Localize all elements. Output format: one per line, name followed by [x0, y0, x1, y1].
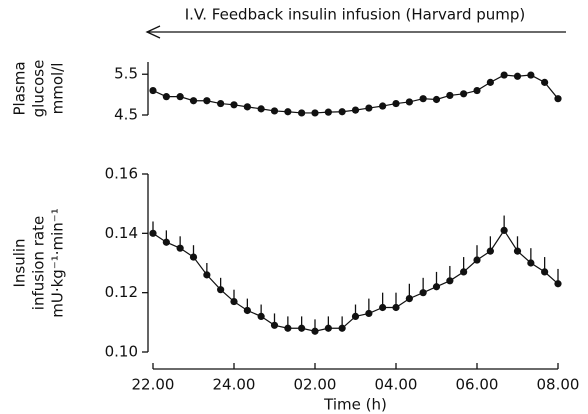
- data-point: [257, 312, 265, 320]
- data-point: [419, 95, 427, 103]
- y-tick-label: 5.5: [114, 65, 138, 83]
- x-tick-label: 24.00: [213, 376, 256, 394]
- data-point: [217, 99, 225, 108]
- y-tick-label: 0.16: [105, 165, 138, 183]
- data-point: [243, 306, 251, 315]
- data-point: [460, 268, 468, 276]
- y-axis-label: mmol/l: [49, 63, 67, 115]
- data-point: [149, 86, 157, 95]
- y-axis-label: infusion rate: [30, 216, 48, 310]
- data-point: [243, 103, 251, 111]
- data-point: [405, 295, 413, 303]
- y-axis-label: Plasma: [11, 61, 29, 115]
- data-point: [230, 297, 238, 306]
- data-point: [162, 93, 170, 101]
- data-point: [432, 95, 441, 104]
- data-point: [541, 268, 549, 276]
- data-point: [284, 108, 292, 116]
- x-tick-label: 22.00: [132, 376, 175, 394]
- x-tick-label: 02.00: [294, 376, 337, 394]
- data-point: [257, 105, 265, 113]
- data-point: [189, 97, 198, 105]
- data-point: [324, 108, 332, 116]
- data-point: [446, 91, 454, 100]
- y-axis-label: Insulin: [11, 238, 29, 287]
- data-point: [298, 324, 306, 332]
- data-point: [513, 72, 522, 80]
- y-tick-label: 0.10: [105, 343, 138, 361]
- data-point: [351, 106, 360, 114]
- data-point: [311, 109, 319, 117]
- data-point: [527, 71, 535, 79]
- data-point: [379, 102, 387, 110]
- data-point: [486, 247, 494, 255]
- y-tick-label: 0.12: [105, 283, 138, 301]
- data-point: [460, 90, 468, 98]
- data-point: [203, 271, 211, 279]
- data-point: [513, 247, 522, 255]
- data-point: [230, 101, 238, 109]
- data-point: [270, 321, 279, 329]
- data-point: [338, 324, 346, 332]
- data-point: [473, 86, 481, 95]
- data-point: [351, 312, 360, 320]
- data-point: [500, 71, 508, 79]
- data-point: [298, 109, 306, 117]
- data-point: [379, 303, 387, 312]
- data-point: [284, 324, 292, 332]
- data-point: [486, 78, 494, 86]
- data-point: [176, 93, 184, 101]
- data-point: [311, 327, 319, 335]
- data-point: [217, 286, 225, 294]
- data-point: [554, 280, 562, 288]
- data-point: [392, 303, 400, 312]
- data-point: [203, 97, 211, 105]
- data-point: [324, 324, 332, 332]
- data-point: [500, 226, 508, 234]
- x-tick-label: 06.00: [456, 376, 499, 394]
- data-point: [189, 253, 198, 261]
- data-point: [541, 78, 549, 86]
- data-point: [149, 229, 157, 237]
- y-tick-label: 0.14: [105, 224, 138, 242]
- data-point: [270, 107, 279, 115]
- y-tick-label: 4.5: [114, 106, 138, 124]
- data-point: [162, 238, 170, 246]
- data-point: [473, 256, 481, 264]
- data-point: [527, 259, 535, 267]
- data-point: [419, 289, 427, 297]
- data-point: [446, 277, 454, 285]
- arrow-head: [145, 25, 161, 39]
- x-axis-label: Time (h): [323, 396, 387, 414]
- data-point: [338, 108, 346, 116]
- data-point: [365, 104, 373, 112]
- x-tick-label: 08.00: [537, 376, 580, 394]
- data-point: [176, 244, 184, 252]
- x-tick-label: 04.00: [375, 376, 418, 394]
- data-point: [365, 309, 373, 318]
- data-point: [432, 283, 441, 291]
- y-axis-label: glucose: [30, 60, 48, 118]
- data-point: [554, 95, 562, 103]
- data-point: [392, 99, 400, 108]
- annotation: I.V. Feedback insulin infusion (Harvard …: [185, 6, 526, 24]
- data-point: [405, 98, 413, 106]
- y-axis-label: mU·kg⁻¹·min⁻¹: [49, 208, 67, 317]
